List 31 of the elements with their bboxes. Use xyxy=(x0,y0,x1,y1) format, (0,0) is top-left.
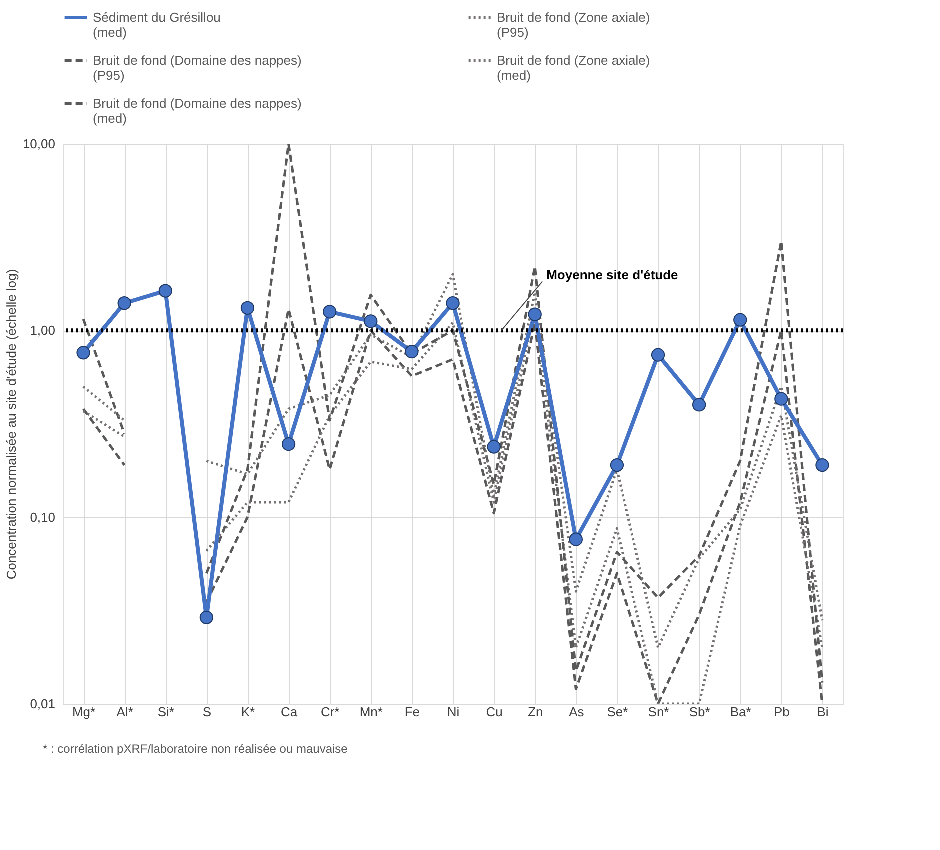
y-tick-label: 10,00 xyxy=(22,136,56,152)
x-tick-label: Cu xyxy=(486,704,503,720)
x-tick-label: S xyxy=(202,704,212,720)
y-axis-title: Concentration normalisée au site d'étude (échelle log) xyxy=(4,269,19,580)
x-tick-label: Si* xyxy=(158,704,174,720)
x-tick-label: Sn* xyxy=(648,704,670,720)
x-tick-label: Fe xyxy=(404,704,420,720)
x-tick-label: Ni xyxy=(447,704,460,720)
y-tick-label: 1,00 xyxy=(30,323,56,338)
x-tick-label: Sb* xyxy=(689,704,710,720)
text: * : corrélation pXRF/laboratoire non réalisée ou mauvaise xyxy=(43,742,348,756)
x-tick-label: Ca xyxy=(280,704,298,720)
x-tick-label: As xyxy=(569,704,585,720)
legend-label: Sédiment du Grésillou (med) xyxy=(93,10,221,40)
x-tick-label: Se* xyxy=(607,704,628,720)
x-tick-label: Mg* xyxy=(72,704,96,720)
legend-label: Bruit de fond (Domaine des nappes) (med) xyxy=(93,96,302,126)
legend-label: Bruit de fond (Domaine des nappes) (P95) xyxy=(93,53,302,83)
ref-line-label: Moyenne site d'étude xyxy=(546,268,678,283)
x-tick-label: Cr* xyxy=(320,704,340,720)
x-tick-label: Ba* xyxy=(730,704,752,720)
legend-label: Bruit de fond (Zone axiale) (P95) xyxy=(497,10,650,40)
x-tick-label: Bi xyxy=(817,704,829,720)
legend-label: Bruit de fond (Zone axiale) (med) xyxy=(497,53,650,83)
y-tick-label: 0,01 xyxy=(30,696,56,712)
y-tick-label: 0,10 xyxy=(30,510,56,525)
x-tick-label: K* xyxy=(241,704,256,720)
x-tick-label: Zn xyxy=(528,704,544,720)
x-tick-label: Pb xyxy=(774,704,790,720)
x-tick-label: Mn* xyxy=(360,704,383,720)
x-tick-label: Al* xyxy=(116,704,134,720)
